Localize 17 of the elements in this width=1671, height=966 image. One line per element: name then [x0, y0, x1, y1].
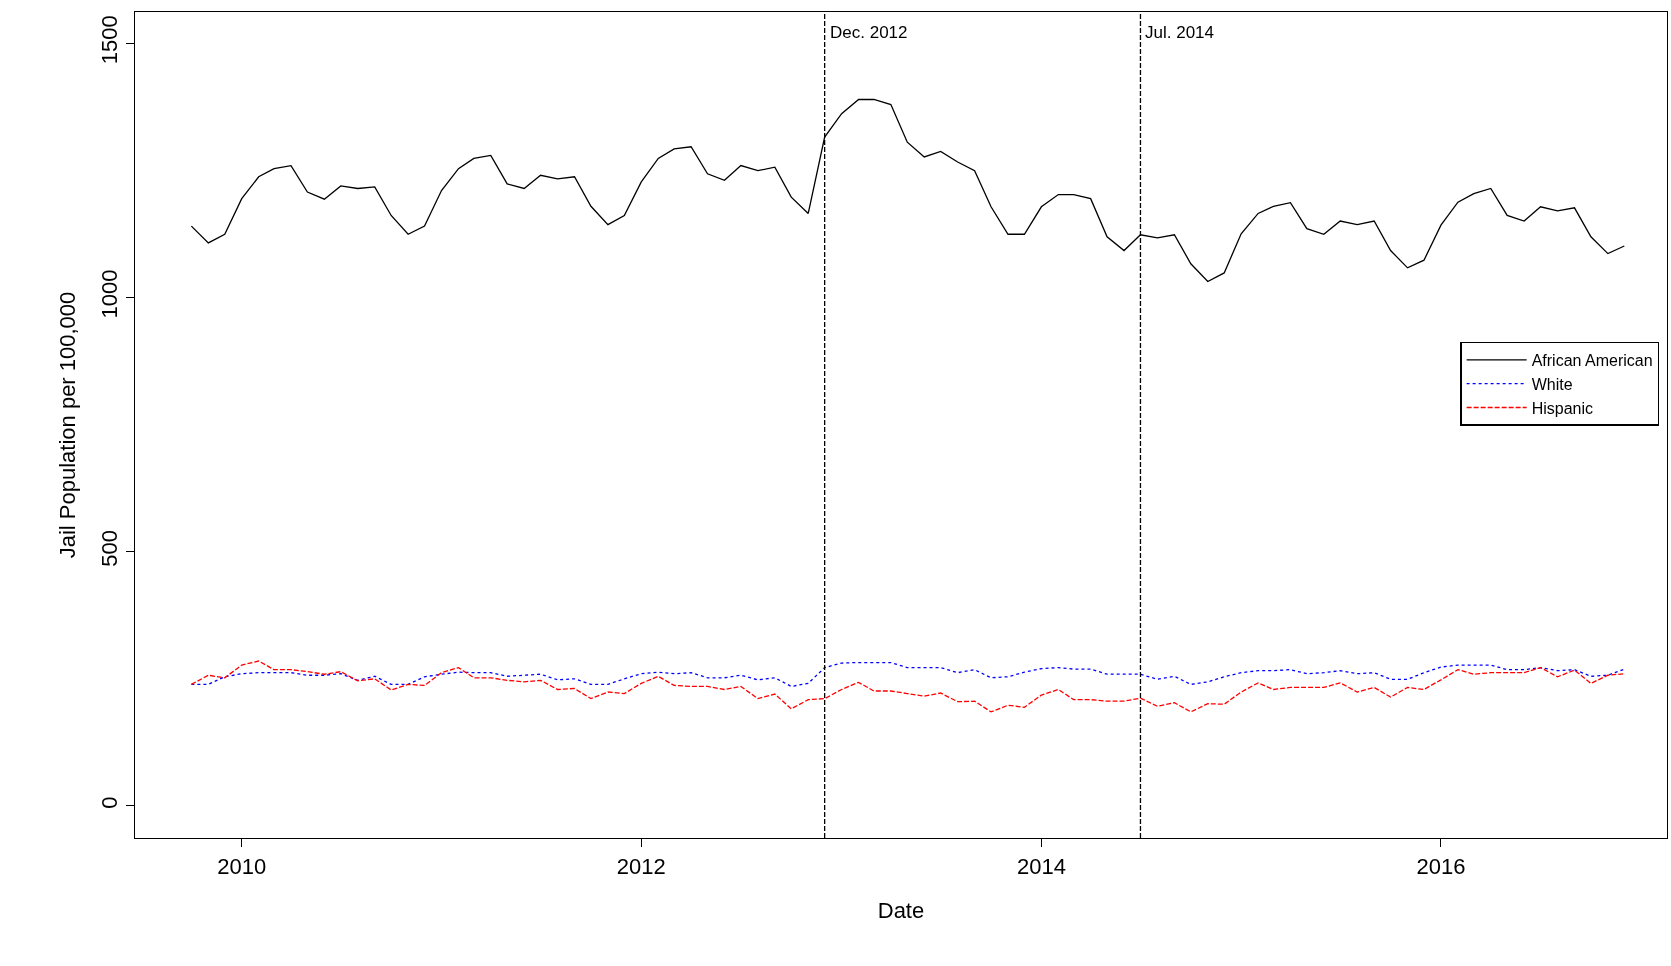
line-series — [190, 661, 1625, 688]
x-tick-label: 2010 — [217, 853, 267, 879]
y-tick-label: 0 — [97, 796, 123, 809]
x-tick-label: 2014 — [1016, 853, 1066, 879]
legend-label: White — [1531, 375, 1573, 393]
line-series — [190, 660, 1625, 713]
y-tick-label: 1500 — [97, 15, 123, 65]
y-axis-title: Jail Population per 100,000 — [54, 291, 80, 559]
x-tick-label: 2016 — [1416, 853, 1466, 879]
y-tick-label: 1000 — [97, 269, 123, 319]
x-tick-label: 2012 — [616, 853, 666, 879]
ref-line-label: Dec. 2012 — [830, 23, 908, 42]
x-axis-title: Date — [877, 898, 925, 924]
y-tick-label: 500 — [97, 529, 123, 567]
ref-line-label: Jul. 2014 — [1145, 23, 1214, 42]
legend-label: African American — [1531, 352, 1653, 370]
legend-label: Hispanic — [1531, 399, 1593, 417]
